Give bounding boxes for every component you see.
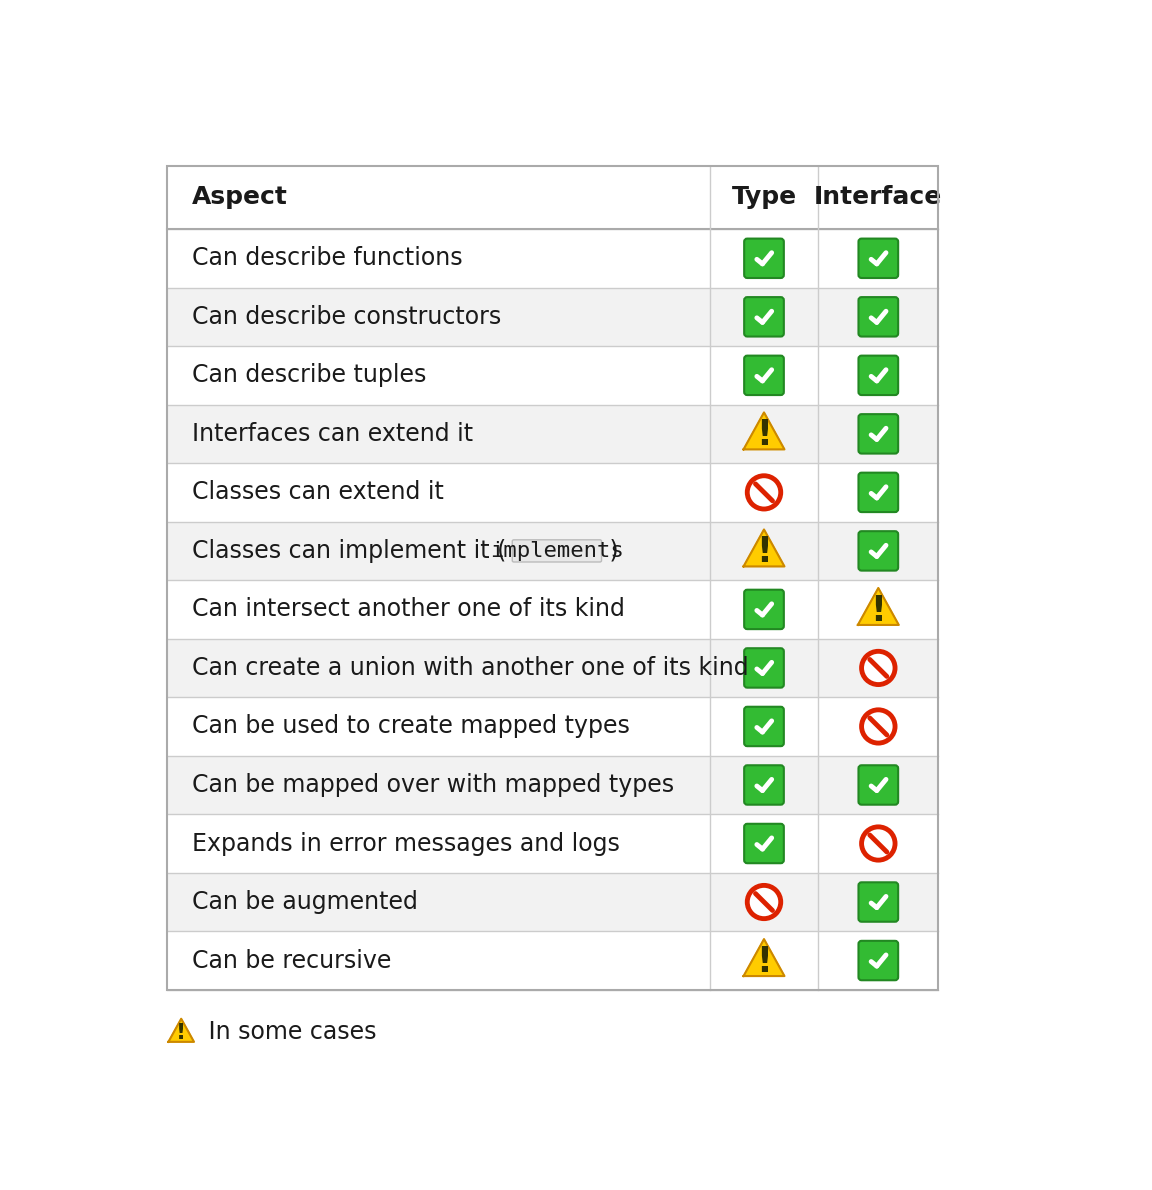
FancyBboxPatch shape [744,707,783,746]
FancyBboxPatch shape [744,238,783,278]
Polygon shape [858,588,899,625]
Polygon shape [743,530,785,566]
FancyBboxPatch shape [744,649,783,688]
FancyBboxPatch shape [744,298,783,337]
Bar [167,932,939,990]
FancyBboxPatch shape [744,590,783,630]
Text: Can describe tuples: Can describe tuples [192,363,426,387]
Bar [167,405,939,463]
FancyBboxPatch shape [744,356,783,395]
Circle shape [862,827,895,860]
Circle shape [748,476,781,509]
Text: Can be recursive: Can be recursive [192,948,392,972]
Circle shape [748,885,781,919]
Text: Type: Type [732,186,796,209]
Text: Classes can extend it: Classes can extend it [192,481,444,505]
Bar [167,288,939,346]
FancyBboxPatch shape [858,882,899,922]
Text: ): ) [601,539,619,563]
FancyBboxPatch shape [858,472,899,512]
Text: !: ! [756,536,772,569]
Text: Can describe functions: Can describe functions [192,246,463,270]
Bar [167,521,939,581]
Bar [167,756,939,814]
FancyBboxPatch shape [858,941,899,981]
Text: Interfaces can extend it: Interfaces can extend it [192,422,473,446]
FancyBboxPatch shape [858,298,899,337]
Text: !: ! [756,945,772,979]
FancyBboxPatch shape [744,765,783,804]
Polygon shape [168,1019,194,1042]
Bar [167,814,939,872]
Text: Can create a union with another one of its kind: Can create a union with another one of i… [192,656,749,679]
Text: Can be mapped over with mapped types: Can be mapped over with mapped types [192,774,674,797]
Polygon shape [743,939,785,976]
Text: Interface: Interface [814,186,942,209]
Text: Aspect: Aspect [192,186,288,209]
Text: Can intersect another one of its kind: Can intersect another one of its kind [192,597,624,621]
Text: Can describe constructors: Can describe constructors [192,305,501,328]
Bar [167,639,939,697]
Bar [167,228,939,288]
Text: Can be used to create mapped types: Can be used to create mapped types [192,714,630,739]
Text: !: ! [756,419,772,452]
Text: In some cases: In some cases [202,1020,377,1044]
Bar [167,872,939,932]
FancyBboxPatch shape [858,356,899,395]
FancyBboxPatch shape [744,823,783,863]
Bar [167,165,939,228]
FancyBboxPatch shape [858,765,899,804]
Bar [167,165,939,990]
FancyBboxPatch shape [513,540,601,562]
Text: Can be augmented: Can be augmented [192,890,418,914]
FancyBboxPatch shape [858,414,899,453]
Polygon shape [743,413,785,450]
Text: !: ! [176,1023,187,1044]
FancyBboxPatch shape [858,531,899,571]
FancyBboxPatch shape [858,238,899,278]
Circle shape [862,651,895,684]
Text: Classes can implement it (: Classes can implement it ( [192,539,514,563]
Bar [167,581,939,639]
Bar [167,697,939,756]
Text: implements: implements [490,541,623,560]
Bar [167,463,939,521]
Bar [167,346,939,405]
Text: Expands in error messages and logs: Expands in error messages and logs [192,832,620,856]
Text: !: ! [871,594,886,628]
Circle shape [862,709,895,743]
